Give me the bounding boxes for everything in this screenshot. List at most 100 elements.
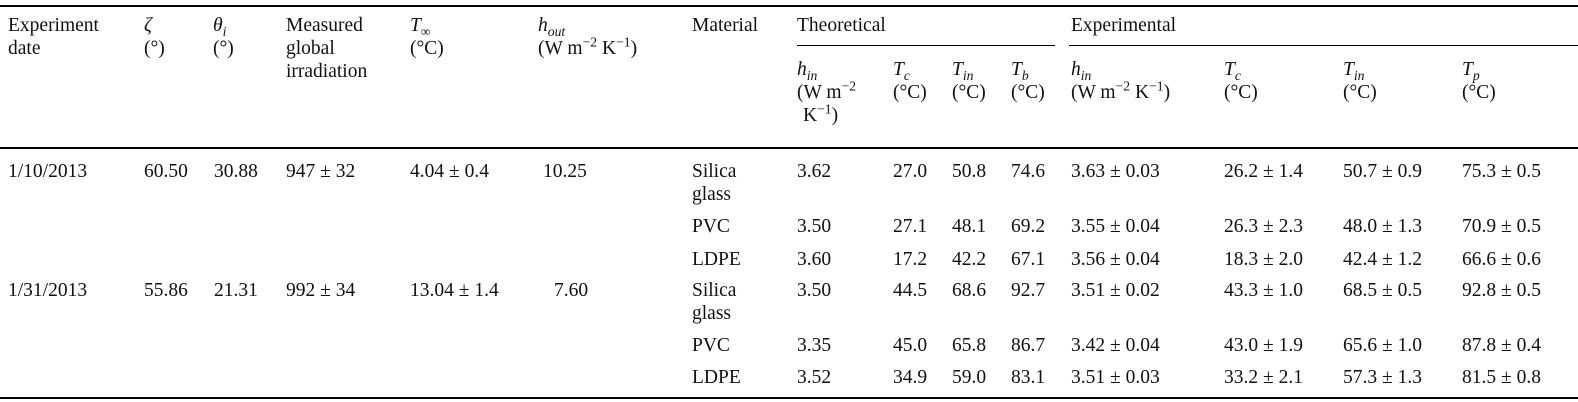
header-exponent: −1 xyxy=(817,101,832,117)
cell-exp-tp: 75.3 ± 0.5 xyxy=(1462,161,1541,182)
header-exponent: −1 xyxy=(1149,78,1164,94)
cell-theo-tb: 69.2 xyxy=(1011,216,1046,237)
cell-theo-tin: 59.0 xyxy=(952,367,987,388)
header-unit: (°C) xyxy=(952,82,986,103)
header-subscript: b xyxy=(1021,67,1029,83)
header-subscript: c xyxy=(903,67,910,83)
cell-exp-tin: 48.0 ± 1.3 xyxy=(1343,216,1422,237)
cell-theo-tin: 42.2 xyxy=(952,249,987,270)
cell-theta: 30.88 xyxy=(214,161,258,182)
header-unit: (W m xyxy=(797,82,842,103)
header-irradiation: Measured global irradiation xyxy=(286,14,367,83)
header-symbol: h xyxy=(538,15,548,36)
header-line: global xyxy=(286,38,335,59)
header-h-out: hout (W m−2 K−1) xyxy=(538,14,637,60)
header-unit: ) xyxy=(831,105,839,126)
cell-zeta: 60.50 xyxy=(144,161,188,182)
top-rule xyxy=(0,5,1578,7)
header-unit: (W m xyxy=(538,38,583,59)
header-theoretical: Theoretical xyxy=(797,15,886,36)
cell-exp-tin: 57.3 ± 1.3 xyxy=(1343,367,1422,388)
cell-exp-hin: 3.63 ± 0.03 xyxy=(1071,161,1160,182)
cell-theo-tb: 67.1 xyxy=(1011,249,1046,270)
subheader-exp-tc: Tc (°C) xyxy=(1224,58,1258,104)
cell-exp-hin: 3.56 ± 0.04 xyxy=(1071,249,1160,270)
header-symbol: ζ xyxy=(144,15,152,36)
cell-exp-hin: 3.42 ± 0.04 xyxy=(1071,335,1160,356)
cell-theo-tin: 50.8 xyxy=(952,161,987,182)
header-subscript: ∞ xyxy=(420,23,431,39)
header-unit: (°C) xyxy=(1462,82,1496,103)
header-subscript: p xyxy=(1472,67,1480,83)
bottom-rule xyxy=(0,397,1578,399)
cell-material: LDPE xyxy=(692,367,741,388)
theoretical-rule xyxy=(797,45,1055,47)
cell-t-inf: 13.04 ± 1.4 xyxy=(410,280,499,301)
cell-h-out: 10.25 xyxy=(543,161,587,182)
header-line: Experiment xyxy=(8,15,99,36)
cell-exp-tc: 43.3 ± 1.0 xyxy=(1224,280,1303,301)
cell-theo-hin: 3.52 xyxy=(797,367,832,388)
material-line: Silica xyxy=(692,161,737,182)
header-subscript: in xyxy=(1080,67,1092,83)
cell-exp-tp: 87.8 ± 0.4 xyxy=(1462,335,1541,356)
cell-theo-tc: 44.5 xyxy=(893,280,928,301)
header-symbol: T xyxy=(1343,59,1354,80)
subheader-theo-tin: Tin (°C) xyxy=(952,58,986,104)
header-zeta: ζ (°) xyxy=(144,14,165,60)
cell-theo-tc: 27.0 xyxy=(893,161,928,182)
cell-material: Silica glass xyxy=(692,279,736,325)
header-unit: K xyxy=(803,105,818,126)
header-symbol: h xyxy=(797,59,807,80)
cell-h-out: 7.60 xyxy=(554,280,589,301)
experimental-rule xyxy=(1069,45,1578,47)
subheader-theo-tb: Tb (°C) xyxy=(1011,58,1045,104)
cell-theo-hin: 3.50 xyxy=(797,280,832,301)
cell-theo-tb: 83.1 xyxy=(1011,367,1046,388)
cell-date: 1/10/2013 xyxy=(8,161,88,182)
subheader-theo-tc: Tc (°C) xyxy=(893,58,927,104)
cell-theta: 21.31 xyxy=(214,280,258,301)
header-subscript: in xyxy=(1353,67,1365,83)
subheader-exp-tp: Tp (°C) xyxy=(1462,58,1496,104)
header-line: Measured xyxy=(286,15,363,36)
cell-irradiation: 992 ± 34 xyxy=(286,280,356,301)
header-unit: (°C) xyxy=(1011,82,1045,103)
header-symbol: T xyxy=(410,15,421,36)
cell-material: Silica glass xyxy=(692,160,736,206)
cell-exp-tp: 81.5 ± 0.8 xyxy=(1462,367,1541,388)
header-subscript: in xyxy=(962,67,974,83)
header-unit: ) xyxy=(630,38,638,59)
cell-t-inf: 4.04 ± 0.4 xyxy=(410,161,489,182)
header-unit: (°C) xyxy=(893,82,927,103)
cell-exp-hin: 3.51 ± 0.02 xyxy=(1071,280,1160,301)
cell-exp-tp: 92.8 ± 0.5 xyxy=(1462,280,1541,301)
cell-theo-tb: 74.6 xyxy=(1011,161,1046,182)
subheader-theo-hin: hin (W m−2 K−1) xyxy=(797,58,856,127)
cell-theo-hin: 3.35 xyxy=(797,335,832,356)
cell-material: LDPE xyxy=(692,249,741,270)
cell-zeta: 55.86 xyxy=(144,280,188,301)
cell-exp-tin: 42.4 ± 1.2 xyxy=(1343,249,1422,270)
header-unit: (°) xyxy=(213,38,234,59)
cell-material: PVC xyxy=(692,216,730,237)
header-symbol: T xyxy=(1011,59,1022,80)
header-symbol: T xyxy=(1462,59,1473,80)
cell-theo-hin: 3.60 xyxy=(797,249,832,270)
cell-theo-tb: 86.7 xyxy=(1011,335,1046,356)
cell-theo-tin: 65.8 xyxy=(952,335,987,356)
cell-exp-tc: 18.3 ± 2.0 xyxy=(1224,249,1303,270)
header-exponent: −2 xyxy=(1115,78,1131,94)
header-unit: ) xyxy=(1163,82,1171,103)
cell-exp-hin: 3.55 ± 0.04 xyxy=(1071,216,1160,237)
header-subscript: c xyxy=(1234,67,1241,83)
header-subscript: out xyxy=(547,23,566,39)
header-symbol: T xyxy=(893,59,904,80)
header-exponent: −1 xyxy=(616,34,631,50)
header-exponent: −2 xyxy=(841,78,857,94)
material-line: Silica xyxy=(692,280,737,301)
header-experimental: Experimental xyxy=(1071,15,1177,36)
cell-exp-tc: 26.3 ± 2.3 xyxy=(1224,216,1303,237)
header-rule xyxy=(0,147,1578,149)
cell-irradiation: 947 ± 32 xyxy=(286,161,356,182)
